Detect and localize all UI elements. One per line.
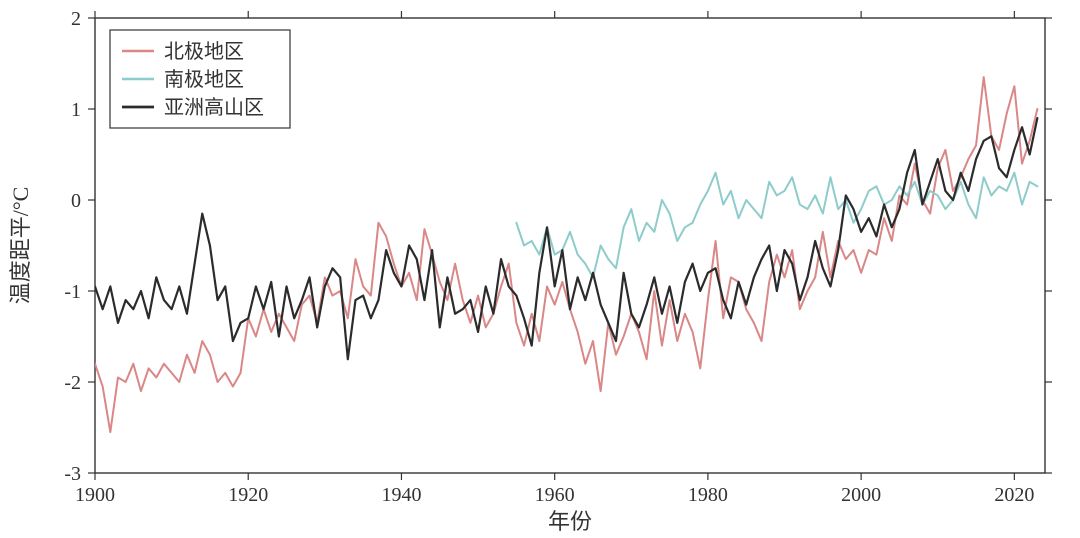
y-tick-label: 2 <box>71 8 81 30</box>
x-axis-label: 年份 <box>548 509 592 534</box>
x-tick-label: 1940 <box>381 484 421 506</box>
x-tick-label: 1900 <box>75 484 115 506</box>
chart-container: -3 -2 -1 0 1 2 1900 1920 1940 1960 1980 2000 2020 温度距… <box>0 0 1080 538</box>
y-tick-label: -1 <box>64 281 81 303</box>
y-axis-label: 温度距平/°C <box>8 187 33 305</box>
line-chart: -3 -2 -1 0 1 2 1900 1920 1940 1960 1980 2000 2020 温度距… <box>0 0 1080 538</box>
x-tick-label: 1960 <box>535 484 575 506</box>
y-tick-label: -2 <box>64 372 81 394</box>
x-tick-label: 1980 <box>688 484 728 506</box>
x-tick-label: 1920 <box>228 484 268 506</box>
y-tick-label: -3 <box>64 463 81 485</box>
y-tick-label: 0 <box>71 190 81 212</box>
legend-label-high_mountain_asia: 亚洲高山区 <box>164 96 264 119</box>
y-tick-label: 1 <box>71 99 81 121</box>
legend-label-arctic: 北极地区 <box>164 40 244 63</box>
legend-label-antarctic: 南极地区 <box>164 68 244 91</box>
x-tick-label: 2000 <box>841 484 881 506</box>
x-tick-label: 2020 <box>994 484 1034 506</box>
